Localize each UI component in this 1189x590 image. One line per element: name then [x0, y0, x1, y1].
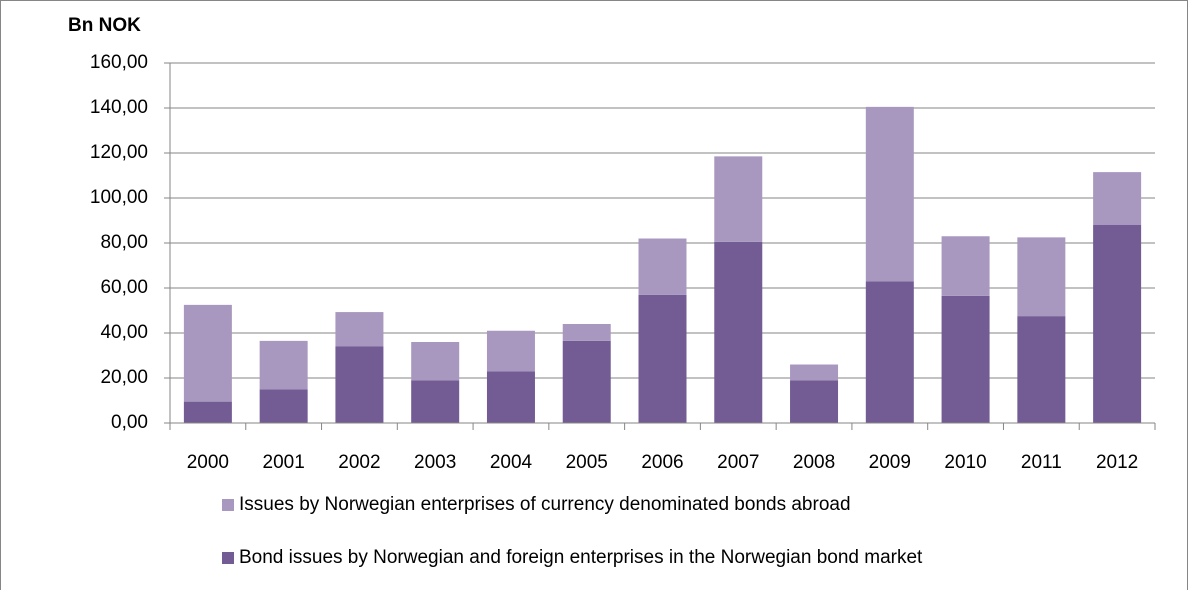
y-tick-label: 120,00: [90, 142, 148, 163]
x-tick-label: 2006: [641, 452, 683, 473]
y-axis-label: Bn NOK: [68, 15, 141, 36]
legend-label: Bond issues by Norwegian and foreign ent…: [239, 547, 923, 568]
x-tick-label: 2008: [793, 452, 835, 473]
bar-segment: [638, 294, 687, 423]
bar-segment: [638, 238, 687, 295]
x-tick-label: 2009: [869, 452, 911, 473]
y-tick-label: 100,00: [90, 187, 148, 208]
bar-segment: [562, 324, 611, 341]
x-tick-label: 2011: [1021, 452, 1062, 473]
x-tick-label: 2007: [717, 452, 759, 473]
bar-segment: [1017, 316, 1066, 423]
y-tick-label: 140,00: [90, 97, 148, 118]
bar-segment: [790, 364, 839, 381]
bar-segment: [941, 236, 990, 296]
y-tick-label: 60,00: [100, 277, 148, 298]
bar-segment: [1093, 172, 1142, 225]
legend-swatch: [222, 499, 234, 511]
y-tick-label: 0,00: [111, 412, 148, 433]
bar-segment: [486, 330, 535, 372]
bar-segment: [790, 380, 839, 423]
y-tick-label: 80,00: [100, 232, 148, 253]
x-tick-label: 2012: [1096, 452, 1138, 473]
bar-segment: [183, 401, 232, 423]
x-tick-label: 2005: [566, 452, 608, 473]
x-tick-label: 2000: [187, 452, 229, 473]
bar-segment: [1093, 225, 1142, 423]
bar-segment: [865, 281, 914, 423]
bar-segment: [1017, 237, 1066, 317]
y-tick-label: 160,00: [90, 52, 148, 73]
bar-segment: [562, 340, 611, 423]
x-tick-label: 2001: [263, 452, 305, 473]
x-tick-label: 2002: [338, 452, 380, 473]
x-tick-label: 2003: [414, 452, 456, 473]
y-tick-label: 40,00: [100, 322, 148, 343]
bar-segment: [865, 106, 914, 282]
bar-segment: [335, 346, 384, 423]
bar-segment: [183, 304, 232, 402]
x-tick-label: 2004: [490, 452, 533, 473]
bar-segment: [941, 295, 990, 423]
legend-swatch: [222, 552, 234, 564]
bar-segment: [259, 389, 308, 423]
bar-segment: [486, 371, 535, 423]
bar-segment: [411, 380, 460, 423]
bar-segment: [411, 342, 460, 381]
legend-label: Issues by Norwegian enterprises of curre…: [239, 494, 851, 515]
bar-segment: [335, 312, 384, 347]
y-tick-label: 20,00: [100, 367, 148, 388]
bar-segment: [714, 241, 763, 423]
bar-segment: [259, 340, 308, 390]
x-tick-label: 2010: [944, 452, 986, 473]
bar-segment: [714, 156, 763, 242]
